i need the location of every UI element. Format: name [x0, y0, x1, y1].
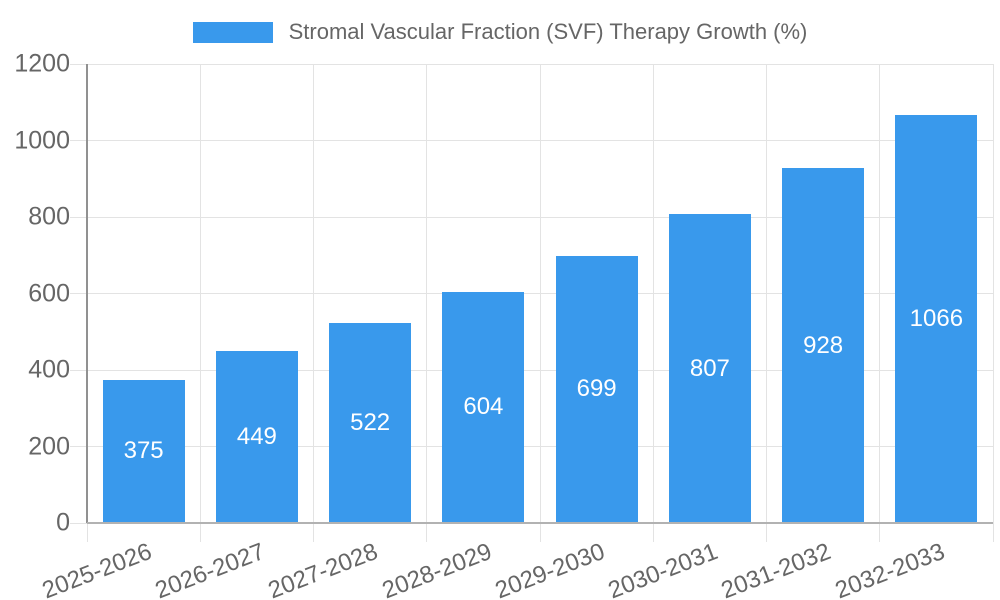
- gridline-vertical: [992, 64, 994, 542]
- bar-value-label: 375: [123, 437, 164, 465]
- bar-value-label: 449: [236, 423, 277, 451]
- x-tick-label: 2029-2030: [491, 538, 609, 600]
- bar[interactable]: 449: [215, 351, 298, 523]
- gridline-horizontal: [70, 216, 993, 218]
- y-tick-label: 1200: [14, 49, 70, 78]
- gridline-horizontal: [70, 369, 993, 371]
- gridline-vertical: [766, 64, 767, 542]
- gridline-vertical: [539, 64, 541, 542]
- y-tick-label: 1000: [14, 126, 70, 154]
- gridline-vertical: [426, 64, 428, 542]
- bar[interactable]: 604: [442, 291, 525, 523]
- x-tick-label: 2030-2031: [604, 538, 722, 600]
- y-tick-label: 400: [28, 355, 70, 384]
- bar-value-label: 1066: [909, 305, 964, 333]
- x-tick-label: 2032-2033: [831, 538, 949, 600]
- bar-value-label: 604: [463, 393, 504, 421]
- gridline-horizontal: [70, 140, 993, 141]
- bar-value-label: 928: [803, 331, 844, 359]
- legend-label: Stromal Vascular Fraction (SVF) Therapy …: [288, 19, 808, 44]
- bar[interactable]: 699: [555, 255, 638, 523]
- gridline-vertical: [199, 64, 201, 542]
- y-tick-label: 800: [28, 202, 70, 231]
- x-tick-label: 2027-2028: [264, 538, 382, 600]
- y-axis-line: [86, 64, 88, 523]
- x-tick-label: 2031-2032: [717, 538, 835, 600]
- plot-area: 375 449 522 604 699 807 928 1066: [70, 63, 994, 542]
- y-tick-label: 600: [28, 279, 70, 307]
- x-axis-line: [87, 522, 993, 524]
- gridline-vertical: [652, 64, 654, 542]
- chart-legend[interactable]: Stromal Vascular Fraction (SVF) Therapy …: [0, 19, 1000, 45]
- gridline-horizontal: [70, 446, 993, 447]
- gridline-vertical: [313, 64, 314, 542]
- legend-swatch-icon: [192, 21, 273, 43]
- bar[interactable]: 928: [782, 168, 865, 523]
- bar-value-label: 699: [576, 375, 617, 403]
- gridline-vertical: [879, 64, 881, 542]
- bar[interactable]: 522: [329, 323, 412, 523]
- bar[interactable]: 807: [668, 214, 751, 523]
- bar-value-label: 807: [689, 354, 730, 382]
- x-tick-label: 2028-2029: [378, 538, 496, 600]
- y-tick-label: 200: [28, 432, 70, 460]
- bar[interactable]: 375: [102, 379, 185, 523]
- bar[interactable]: 1066: [895, 115, 978, 523]
- x-tick-label: 2025-2026: [38, 538, 156, 600]
- x-tick-label: 2026-2027: [151, 538, 269, 600]
- bar-value-label: 522: [350, 409, 391, 437]
- y-tick-label: 0: [56, 508, 70, 537]
- gridline-horizontal: [70, 293, 993, 294]
- gridline-horizontal: [70, 63, 993, 65]
